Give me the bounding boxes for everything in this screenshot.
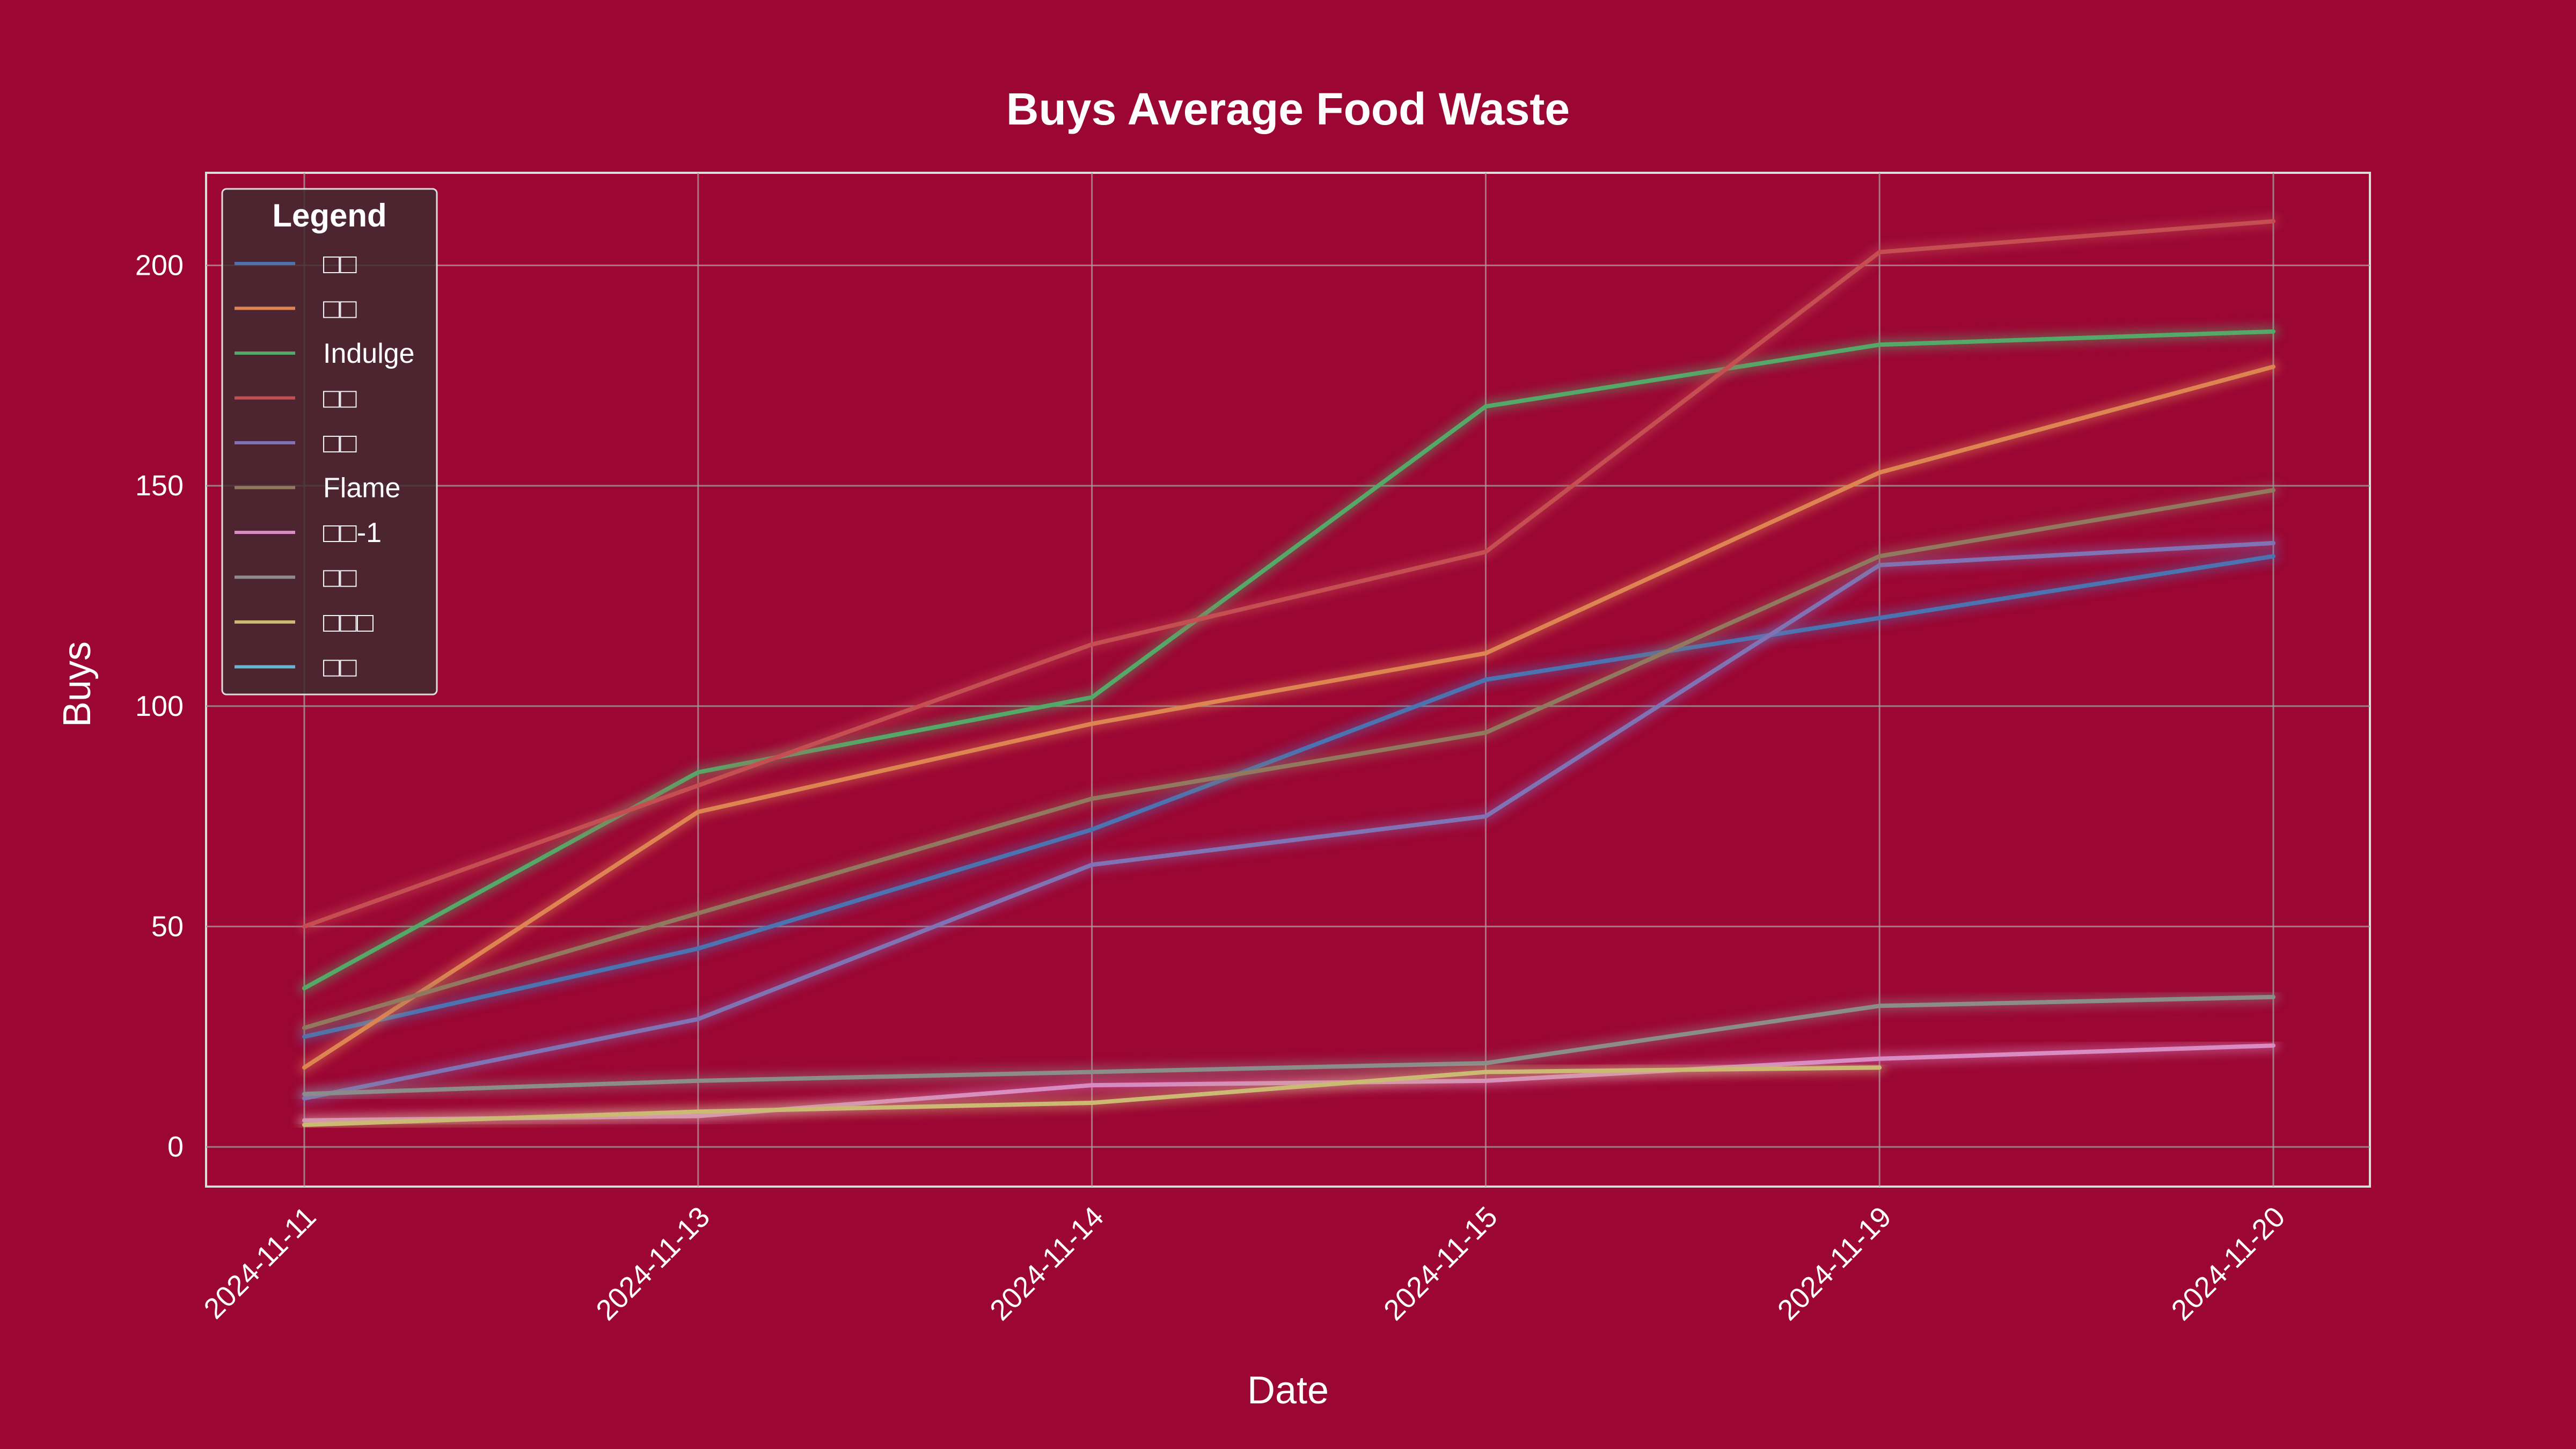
legend: Legend □□□□Indulge□□□□Flame□□-1□□□□□□□ xyxy=(221,188,438,696)
legend-items: □□□□Indulge□□□□Flame□□-1□□□□□□□ xyxy=(235,248,415,683)
series-line xyxy=(302,364,2275,1070)
x-tick-label: 2024-11-20 xyxy=(2165,1201,2292,1327)
series-line xyxy=(302,329,2275,991)
y-tick-label: 100 xyxy=(135,690,184,722)
x-axis-label: Date xyxy=(1247,1369,1329,1412)
x-tick-label: 2024-11-15 xyxy=(1378,1201,1504,1327)
legend-box xyxy=(221,188,438,696)
legend-label: □□ xyxy=(323,294,357,325)
legend-label: □□ xyxy=(323,248,357,280)
x-tick-label: 2024-11-11 xyxy=(197,1201,322,1325)
grid-lines xyxy=(206,173,2370,1187)
series-line xyxy=(302,540,2275,1101)
series-lines xyxy=(298,215,2279,1131)
legend-label: Flame xyxy=(323,473,400,504)
series-line xyxy=(302,488,2275,1030)
y-tick-label: 0 xyxy=(167,1131,184,1163)
legend-label: Indulge xyxy=(323,338,415,369)
legend-label: □□ xyxy=(323,652,357,683)
series-line-glow xyxy=(298,325,2279,994)
plot-area xyxy=(205,172,2371,1188)
series-line-glow xyxy=(298,550,2279,1043)
y-axis-ticks: 0 50 100 150 200 xyxy=(135,249,184,1163)
series-line xyxy=(302,994,2275,1096)
chart-title: Buys Average Food Waste xyxy=(1006,84,1570,134)
y-tick-label: 150 xyxy=(135,470,184,502)
y-axis-label: Buys xyxy=(56,641,99,727)
x-tick-label: 2024-11-14 xyxy=(984,1201,1110,1327)
series-line xyxy=(302,554,2275,1039)
x-axis-ticks: 2024-11-11 2024-11-13 2024-11-14 2024-11-15… xyxy=(197,1201,2291,1327)
legend-title: Legend xyxy=(272,197,386,233)
y-tick-label: 50 xyxy=(151,910,184,942)
x-tick-label: 2024-11-13 xyxy=(590,1201,716,1327)
legend-label: □□-1 xyxy=(323,517,382,548)
series-line-glow xyxy=(298,361,2279,1074)
legend-label: □□ xyxy=(323,562,357,594)
legend-label: □□ xyxy=(323,428,357,459)
legend-label: □□ xyxy=(323,383,357,414)
y-tick-label: 200 xyxy=(135,249,184,281)
legend-label: □□□ xyxy=(323,607,374,638)
series-line xyxy=(302,1065,1882,1127)
series-line xyxy=(302,219,2275,929)
x-tick-label: 2024-11-19 xyxy=(1772,1201,1898,1327)
